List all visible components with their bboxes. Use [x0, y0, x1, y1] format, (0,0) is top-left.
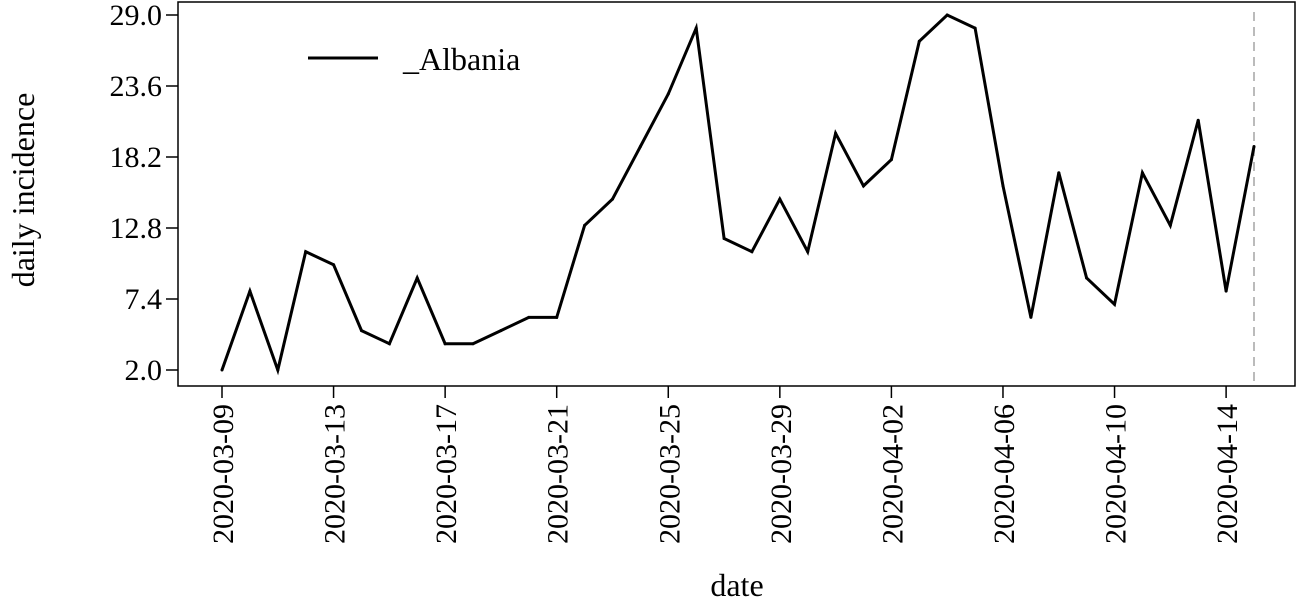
- data-point: [304, 250, 308, 254]
- data-point: [1196, 118, 1200, 122]
- y-tick-label: 2.0: [125, 354, 163, 387]
- y-tick-label: 18.2: [110, 141, 163, 174]
- data-point: [973, 26, 977, 30]
- y-tick-label: 7.4: [125, 283, 163, 316]
- x-axis: 2020-03-09 2020-03-13 2020-03-17 2020-03-21…: [207, 386, 1244, 544]
- data-point: [1140, 171, 1144, 175]
- x-tick-label: 2020-03-09: [207, 404, 240, 544]
- data-point: [889, 158, 893, 162]
- data-point: [778, 197, 782, 201]
- y-tick-label: 12.8: [110, 212, 163, 245]
- x-tick-label: 2020-04-02: [876, 404, 909, 544]
- series-line-0: [220, 13, 1256, 376]
- data-point: [1224, 289, 1228, 293]
- data-point: [1029, 315, 1033, 319]
- data-point: [415, 276, 419, 280]
- x-axis-title: date: [710, 567, 763, 600]
- data-point: [527, 315, 531, 319]
- legend-label: _Albania: [402, 41, 520, 77]
- legend: _Albania: [308, 41, 520, 77]
- y-tick-label: 29.0: [110, 0, 163, 32]
- data-point: [499, 329, 503, 333]
- data-point: [611, 197, 614, 201]
- data-point: [917, 39, 921, 43]
- data-point: [1168, 223, 1172, 227]
- data-point: [360, 329, 363, 333]
- data-point: [638, 145, 642, 148]
- data-point: [1252, 145, 1256, 148]
- data-point: [1113, 302, 1116, 306]
- y-tick-label: 23.6: [110, 70, 163, 103]
- data-point: [471, 342, 475, 346]
- data-point: [722, 237, 726, 240]
- plot-area: [177, 1, 1296, 387]
- data-point: [248, 289, 252, 293]
- x-tick-label: 2020-03-17: [430, 404, 463, 544]
- data-point: [555, 315, 559, 319]
- data-point: [1085, 276, 1089, 280]
- data-point: [1001, 184, 1005, 188]
- data-point: [750, 250, 754, 254]
- data-point: [694, 26, 698, 30]
- data-point: [443, 342, 447, 346]
- x-tick-label: 2020-03-29: [765, 404, 798, 544]
- x-tick-label: 2020-04-10: [1100, 404, 1133, 544]
- data-point: [862, 184, 865, 188]
- data-point: [806, 250, 810, 254]
- data-point: [945, 13, 949, 17]
- y-axis: 2.0 7.4 12.8 18.2 23.6 29.0: [110, 0, 178, 387]
- data-point: [332, 263, 336, 267]
- x-tick-label: 2020-04-06: [988, 404, 1021, 544]
- x-tick-label: 2020-03-25: [653, 404, 686, 544]
- y-axis-title: daily incidence: [5, 93, 41, 288]
- data-point: [834, 131, 838, 135]
- data-point: [220, 368, 224, 372]
- data-point: [666, 92, 670, 96]
- data-point: [1057, 171, 1061, 175]
- data-point: [276, 368, 280, 372]
- plot-frame: [177, 1, 1296, 387]
- data-point: [387, 342, 391, 346]
- data-point: [583, 223, 587, 227]
- x-tick-label: 2020-03-13: [319, 404, 352, 544]
- x-tick-label: 2020-04-14: [1211, 404, 1244, 544]
- x-tick-label: 2020-03-21: [542, 404, 575, 544]
